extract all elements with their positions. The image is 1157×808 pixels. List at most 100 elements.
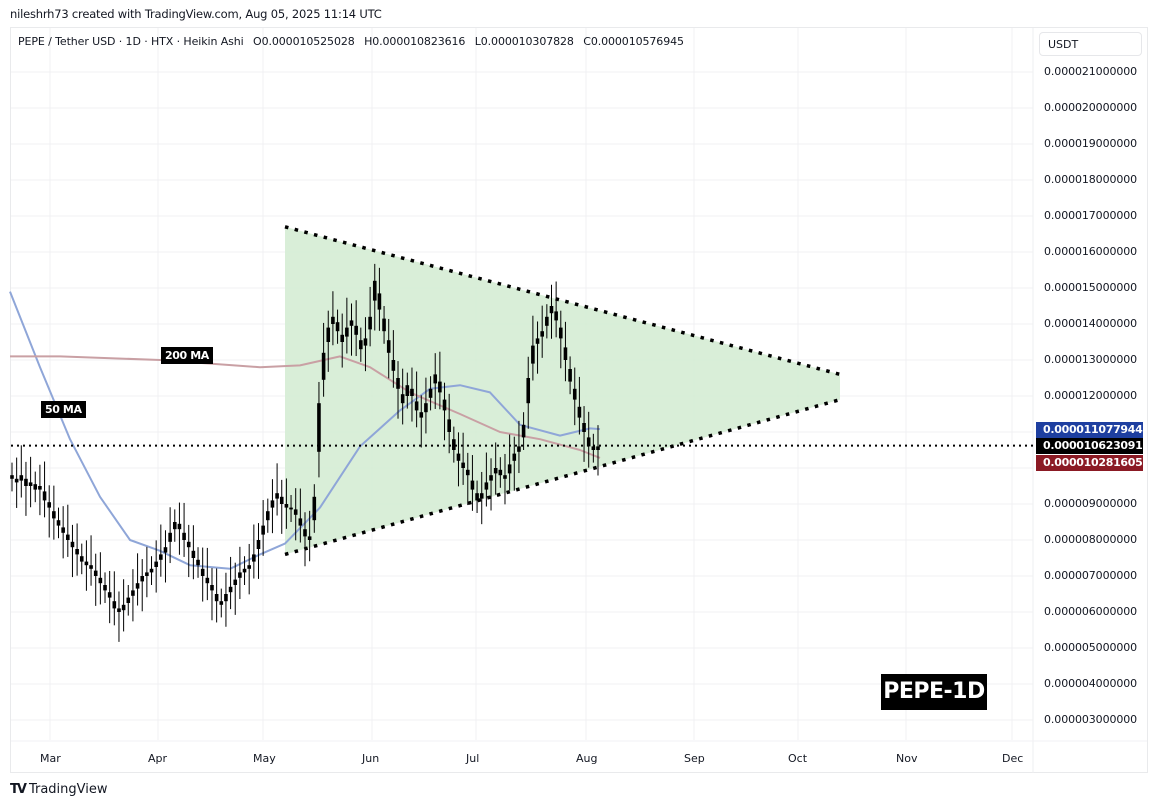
price-tick-label: 0.000020000000 (1044, 101, 1138, 114)
candle-body (517, 446, 521, 452)
price-tick-label: 0.000004000000 (1044, 677, 1138, 690)
candle-body (75, 549, 79, 555)
candle-body (33, 484, 38, 490)
symbol-legend: PEPE / Tether USD · 1D · HTX · Heikin As… (18, 35, 690, 48)
candle-body (535, 338, 540, 344)
candle-body (145, 572, 149, 576)
candle-body (554, 311, 558, 321)
pepe-1d-badge: PEPE-1D (881, 674, 987, 710)
time-tick-label: Mar (40, 752, 61, 765)
candle-body (196, 559, 200, 566)
candle-body (563, 347, 568, 360)
legend-close: C0.000010576945 (583, 35, 684, 48)
candle-body (400, 394, 405, 404)
candle-body (307, 536, 312, 540)
candle-body (489, 475, 493, 481)
candle-body (326, 327, 331, 342)
ma50-label: 50 MA (41, 401, 86, 418)
candle-body (98, 577, 103, 584)
candle-body (52, 511, 56, 519)
candle-body (79, 556, 84, 562)
ma50-price-tag: 0.000011077944 (1036, 422, 1143, 438)
candle-body (70, 541, 75, 548)
candle-body (456, 453, 461, 461)
symbol-title[interactable]: PEPE / Tether USD · 1D · HTX · Heikin As… (18, 35, 244, 48)
candle-body (214, 594, 219, 602)
tradingview-logo-icon: TV (10, 782, 27, 797)
candle-body (340, 334, 345, 342)
price-tick-label: 0.000008000000 (1044, 533, 1138, 546)
candle-body (586, 437, 591, 447)
candle-body (345, 327, 349, 337)
price-tick-label: 0.000013000000 (1044, 353, 1138, 366)
candle-body (10, 475, 14, 479)
candle-body (298, 518, 303, 526)
candle-body (386, 340, 391, 353)
candle-body (252, 554, 256, 562)
ma200-line (10, 355, 601, 459)
ma200-label: 200 MA (161, 347, 213, 364)
time-tick-label: Jun (362, 752, 380, 765)
candle-body (512, 453, 517, 461)
candle-body (424, 403, 428, 413)
candle-body (321, 352, 326, 380)
candle-body (484, 482, 489, 490)
tradingview-logo[interactable]: TV TradingView (10, 782, 107, 797)
candle-body (507, 464, 512, 474)
tradingview-logo-text: TradingView (28, 782, 108, 797)
candle-body (391, 360, 396, 371)
candle-body (140, 576, 145, 582)
candle-body (84, 561, 89, 566)
candle-body (89, 565, 93, 569)
candle-body (419, 412, 424, 418)
legend-open: O0.000010525028 (253, 35, 355, 48)
price-tick-label: 0.000015000000 (1044, 281, 1138, 294)
price-tick-label: 0.000021000000 (1044, 65, 1138, 78)
candle-body (368, 316, 372, 330)
candle-body (428, 388, 433, 398)
candle-body (19, 475, 24, 481)
price-tick-label: 0.000018000000 (1044, 173, 1138, 186)
candle-body (349, 320, 354, 326)
candle-body (461, 462, 465, 468)
candle-body (210, 585, 214, 591)
candle-body (247, 565, 251, 569)
candle-body (545, 316, 549, 326)
candle-body (465, 469, 470, 476)
candle-body (191, 550, 196, 558)
candle-body (135, 583, 140, 589)
candle-body (479, 493, 484, 499)
candle-body (475, 493, 479, 501)
chart-frame (10, 27, 1148, 773)
candle-body (359, 340, 363, 350)
price-tick-label: 0.000012000000 (1044, 389, 1138, 402)
time-tick-label: May (253, 752, 276, 765)
triangle-lower-trendline (284, 397, 841, 557)
candle-body (577, 406, 582, 418)
ma200-price-tag: 0.000010281605 (1036, 455, 1143, 471)
candle-body (396, 378, 400, 389)
currency-selector[interactable]: USDT (1039, 32, 1142, 56)
candle-body (540, 331, 544, 337)
candle-body (186, 541, 191, 548)
candle-body (470, 480, 475, 490)
triangle-pattern-fill (285, 226, 840, 555)
candle-body (28, 482, 33, 486)
time-tick-label: Sep (684, 752, 705, 765)
time-tick-label: Oct (788, 752, 808, 765)
candle-body (163, 547, 168, 553)
price-tick-label: 0.000019000000 (1044, 137, 1138, 150)
last-price-tag: 0.000010623091 (1036, 438, 1143, 454)
candle-body (549, 306, 554, 314)
price-tick-label: 0.000003000000 (1044, 713, 1138, 726)
candle-body (503, 475, 507, 479)
candle-body (126, 597, 131, 603)
candle-body (493, 468, 498, 474)
candle-body (377, 293, 382, 310)
candle-body (354, 325, 358, 335)
price-tick-label: 0.000006000000 (1044, 605, 1138, 618)
legend-high: H0.000010823616 (364, 35, 466, 48)
candle-body (242, 568, 247, 573)
time-tick-label: Nov (896, 752, 918, 765)
candle-body (270, 500, 275, 508)
